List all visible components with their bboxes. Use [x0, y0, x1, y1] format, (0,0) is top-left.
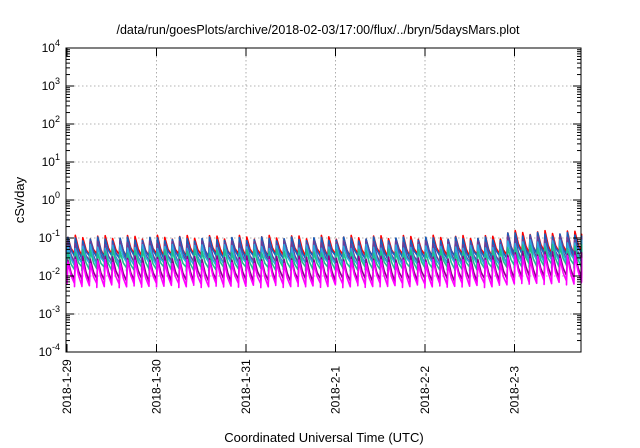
y-tick-label: 104 — [42, 38, 60, 55]
series-line — [66, 254, 583, 289]
x-tick-label: 2018-2-2 — [418, 366, 432, 414]
y-tick-label: 103 — [42, 76, 60, 93]
grid-lines — [66, 48, 581, 352]
y-tick-label: 10-1 — [39, 228, 60, 245]
x-axis-ticks: 2018-1-29 2018-1-30 2018-1-31 2018-2-1 2018-… — [60, 48, 522, 414]
x-tick-label: 2018-1-30 — [150, 359, 164, 414]
y-axis-label: cSv/day — [12, 176, 27, 223]
y-tick-label: 10-4 — [39, 342, 60, 359]
x-tick-label: 2018-2-3 — [508, 366, 522, 414]
y-axis-ticks: 10-4 10-3 10-2 10-1 100 101 102 103 104 — [39, 38, 581, 359]
y-tick-label: 10-3 — [39, 304, 60, 321]
y-tick-label: 102 — [42, 114, 60, 131]
x-tick-label: 2018-2-1 — [329, 366, 343, 414]
series-lines — [66, 229, 583, 289]
y-tick-label: 101 — [42, 152, 60, 169]
x-axis-label: Coordinated Universal Time (UTC) — [224, 430, 423, 445]
y-tick-label: 10-2 — [39, 266, 60, 283]
x-tick-label: 2018-1-29 — [60, 359, 74, 414]
y-tick-label: 100 — [42, 190, 60, 207]
x-tick-label: 2018-1-31 — [239, 359, 253, 414]
chart-title: /data/run/goesPlots/archive/2018-02-03/1… — [116, 23, 520, 37]
